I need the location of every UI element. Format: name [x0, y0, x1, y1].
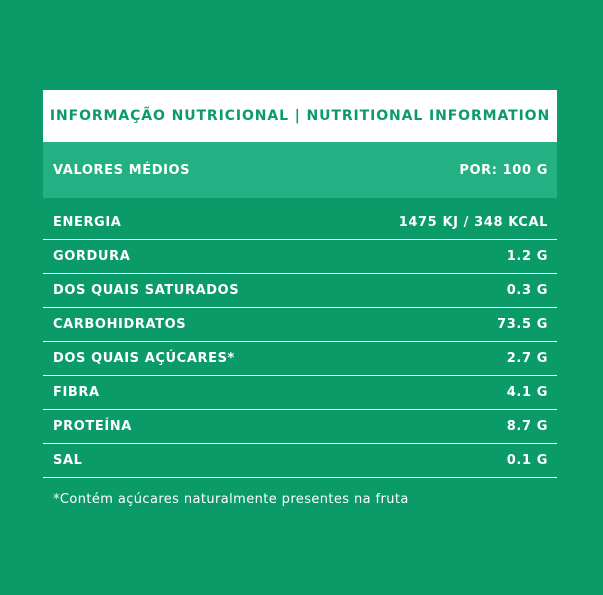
nutrition-row-protein: PROTEÍNA 8.7 G [43, 410, 557, 444]
nutrition-row-saturated: DOS QUAIS SATURADOS 0.3 G [43, 274, 557, 308]
row-value: 0.3 G [506, 283, 548, 298]
row-label: SAL [53, 453, 83, 468]
row-value: 1475 KJ / 348 KCAL [398, 215, 548, 230]
row-value: 8.7 G [506, 419, 548, 434]
row-label: DOS QUAIS AÇÚCARES* [53, 351, 235, 366]
header-right-label: POR: 100 G [459, 162, 548, 178]
header-left-label: VALORES MÉDIOS [53, 162, 191, 178]
row-label: PROTEÍNA [53, 419, 132, 434]
nutrition-title: INFORMAÇÃO NUTRICIONAL | NUTRITIONAL INF… [49, 108, 551, 124]
row-value: 2.7 G [506, 351, 548, 366]
row-value: 1.2 G [506, 249, 548, 264]
nutrition-row-salt: SAL 0.1 G [43, 444, 557, 478]
row-label: ENERGIA [53, 215, 122, 230]
row-label: DOS QUAIS SATURADOS [53, 283, 240, 298]
row-label: FIBRA [53, 385, 100, 400]
nutrition-row-sugars: DOS QUAIS AÇÚCARES* 2.7 G [43, 342, 557, 376]
nutrition-rows: ENERGIA 1475 KJ / 348 KCAL GORDURA 1.2 G… [43, 206, 557, 478]
nutrition-row-carbohydrates: CARBOHIDRATOS 73.5 G [43, 308, 557, 342]
row-label: CARBOHIDRATOS [53, 317, 187, 332]
row-value: 73.5 G [497, 317, 548, 332]
row-value: 0.1 G [506, 453, 548, 468]
nutrition-row-energy: ENERGIA 1475 KJ / 348 KCAL [43, 206, 557, 240]
row-label: GORDURA [53, 249, 131, 264]
nutrition-row-fibre: FIBRA 4.1 G [43, 376, 557, 410]
nutrition-panel: INFORMAÇÃO NUTRICIONAL | NUTRITIONAL INF… [43, 90, 557, 507]
column-header: VALORES MÉDIOS POR: 100 G [43, 142, 557, 198]
footnote: *Contém açúcares naturalmente presentes … [53, 492, 409, 507]
title-band: INFORMAÇÃO NUTRICIONAL | NUTRITIONAL INF… [43, 90, 557, 142]
nutrition-row-fat: GORDURA 1.2 G [43, 240, 557, 274]
row-value: 4.1 G [506, 385, 548, 400]
